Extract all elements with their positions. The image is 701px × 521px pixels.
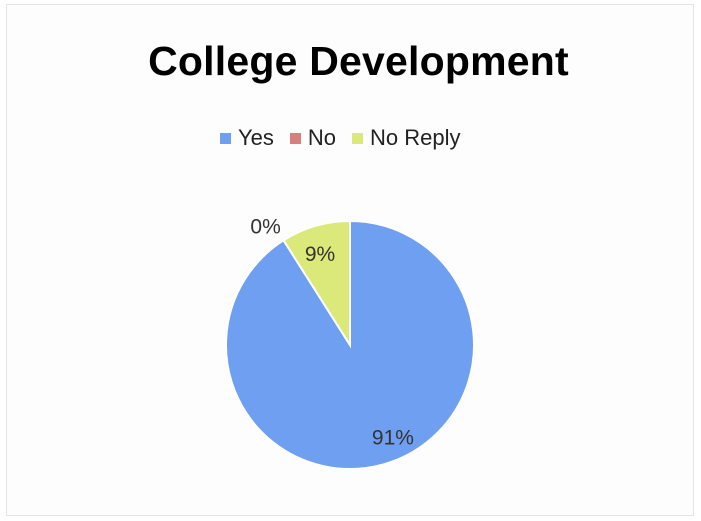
chart-title: College Development xyxy=(148,38,569,84)
data-label-no-reply: 9% xyxy=(305,243,335,266)
legend-label-no-reply: No Reply xyxy=(370,125,461,150)
legend-item-no: No xyxy=(289,125,337,151)
legend-item-no-reply: No Reply xyxy=(352,125,461,151)
data-label-no: 0% xyxy=(250,215,280,238)
legend-label-yes: Yes xyxy=(238,125,274,150)
legend-swatch-no-reply xyxy=(352,132,364,144)
legend-item-yes: Yes xyxy=(220,125,274,151)
legend-label-no: No xyxy=(307,125,337,150)
legend-swatch-no xyxy=(289,132,301,144)
chart-legend: Yes No No Reply xyxy=(220,125,477,151)
data-label-yes: 91% xyxy=(372,426,414,449)
pie-slice-no-reply xyxy=(282,219,351,349)
legend-swatch-yes xyxy=(220,132,231,144)
